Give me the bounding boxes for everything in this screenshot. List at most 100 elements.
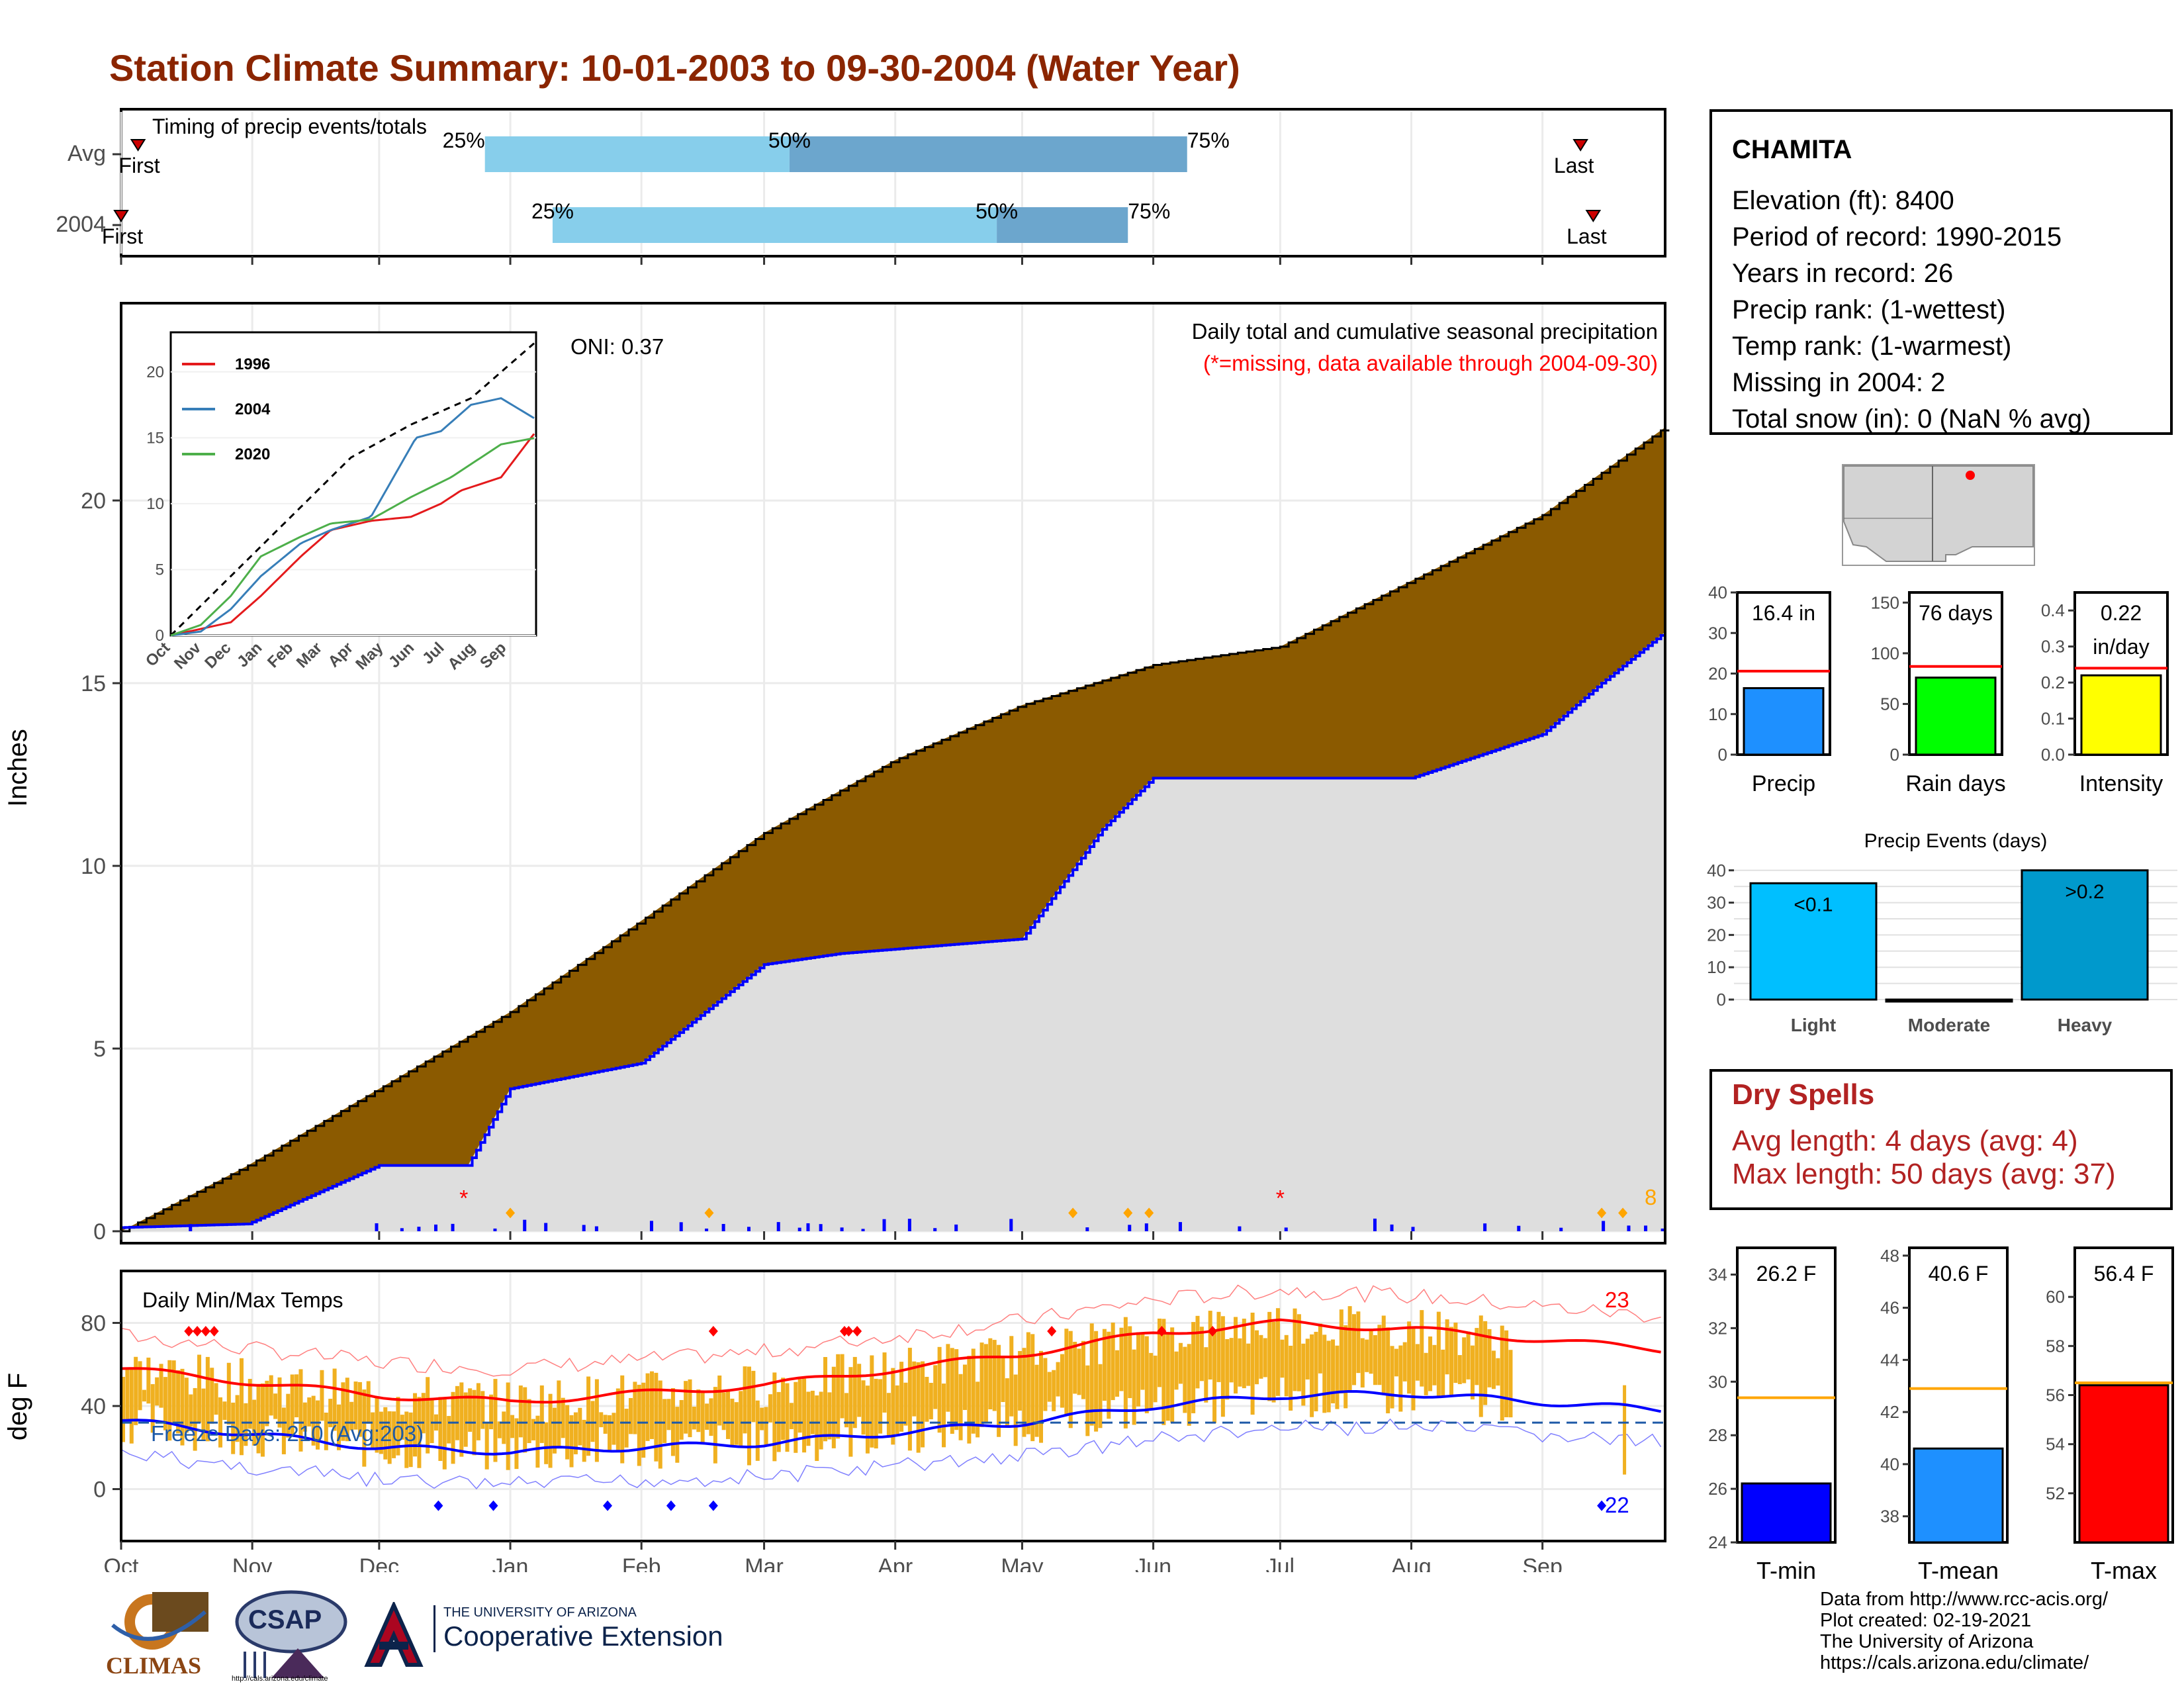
timing-bar-q50 bbox=[789, 136, 1187, 172]
mini-ytick-label: 10 bbox=[1708, 704, 1727, 724]
info-period: Period of record: 1990-2015 bbox=[1732, 222, 2062, 252]
daily-temp-bar bbox=[958, 1374, 963, 1440]
mini-ytick-label: 0.4 bbox=[2041, 600, 2065, 620]
daily-temp-bar bbox=[1149, 1352, 1154, 1411]
daily-temp-bar bbox=[1238, 1338, 1242, 1387]
daily-temp-bar bbox=[493, 1379, 498, 1462]
daily-temp-bar bbox=[502, 1411, 506, 1444]
daily-precip-bar bbox=[1128, 1225, 1132, 1231]
last-marker bbox=[1585, 210, 1602, 222]
daily-temp-bar bbox=[1470, 1345, 1475, 1400]
daily-temp-bar bbox=[218, 1397, 223, 1448]
tbar-ytick-label: 56 bbox=[2046, 1385, 2065, 1405]
daily-temp-bar bbox=[1289, 1345, 1293, 1411]
inset-frame bbox=[169, 331, 537, 637]
daily-temp-bar bbox=[836, 1354, 841, 1439]
daily-temp-bar bbox=[336, 1404, 341, 1450]
daily-temp-bar bbox=[1390, 1346, 1394, 1409]
locator-map bbox=[1842, 464, 2035, 566]
daily-temp-bar bbox=[713, 1387, 717, 1464]
daily-temp-bar bbox=[603, 1415, 608, 1434]
daily-temp-bar bbox=[983, 1344, 988, 1423]
snow-marker bbox=[704, 1207, 714, 1219]
daily-temp-bar bbox=[751, 1370, 756, 1423]
daily-precip-bar bbox=[806, 1223, 810, 1231]
daily-temp-bar bbox=[1504, 1330, 1509, 1417]
ua-coop-ext: THE UNIVERSITY OF ARIZONA Cooperative Ex… bbox=[433, 1605, 723, 1652]
daily-temp-bar bbox=[129, 1367, 134, 1444]
missing-note: (*=missing, data available through 2004-… bbox=[1203, 351, 1658, 375]
avg-max-line bbox=[120, 1318, 1661, 1404]
first-marker bbox=[130, 139, 146, 152]
daily-temp-bar bbox=[700, 1393, 705, 1443]
daily-temp-bar bbox=[1415, 1344, 1420, 1381]
info-snow: Total snow (in): 0 (NaN % avg) bbox=[1732, 404, 2091, 434]
daily-temp-bar bbox=[840, 1354, 844, 1419]
inset-ytick-label: 10 bbox=[146, 495, 164, 513]
month-label: Aug bbox=[1391, 1554, 1432, 1572]
daily-precip-bar bbox=[1627, 1225, 1631, 1231]
daily-temp-bar bbox=[544, 1422, 549, 1464]
daily-temp-bar bbox=[755, 1400, 760, 1461]
daily-temp-bar bbox=[1183, 1346, 1187, 1413]
daily-temp-bar bbox=[590, 1401, 595, 1442]
daily-temp-bar bbox=[942, 1383, 946, 1448]
daily-temp-bar bbox=[1212, 1330, 1217, 1423]
inset-ytick-label: 15 bbox=[146, 429, 164, 447]
daily-temp-bar bbox=[307, 1397, 312, 1427]
daily-temp-bar bbox=[1225, 1339, 1230, 1400]
daily-temp-bar bbox=[171, 1360, 176, 1423]
inset-ytick-label: 0 bbox=[156, 627, 164, 645]
daily-temp-bar bbox=[155, 1377, 159, 1406]
daily-precip-bar bbox=[582, 1225, 586, 1231]
daily-temp-bar bbox=[138, 1361, 142, 1411]
daily-temp-bar bbox=[916, 1362, 921, 1453]
daily-temp-bar bbox=[146, 1357, 151, 1404]
timing-pct-label: 25% bbox=[443, 128, 485, 152]
daily-temp-bar bbox=[1373, 1335, 1377, 1385]
daily-temp-bar bbox=[971, 1348, 976, 1434]
tbar-ytick-label: 30 bbox=[1708, 1372, 1727, 1391]
daily-temp-bar bbox=[827, 1392, 832, 1440]
snow-marker bbox=[1144, 1207, 1154, 1219]
mini-ytick-label: 0 bbox=[1890, 745, 1899, 765]
daily-temp-bar bbox=[311, 1395, 316, 1446]
info-temp-rank: Temp rank: (1-warmest) bbox=[1732, 332, 2012, 361]
record-high-marker bbox=[209, 1326, 219, 1337]
tbar-value bbox=[2078, 1384, 2169, 1544]
tbar-value-label: 26.2 F bbox=[1756, 1262, 1817, 1286]
daily-temp-bar bbox=[176, 1370, 181, 1434]
daily-temp-bar bbox=[925, 1376, 929, 1422]
daily-temp-bar bbox=[1466, 1331, 1471, 1380]
daily-temp-bar bbox=[675, 1407, 680, 1463]
daily-temp-bar bbox=[1174, 1351, 1179, 1390]
daily-temp-bar bbox=[273, 1393, 278, 1419]
daily-temp-bar bbox=[1081, 1340, 1085, 1399]
daily-temp-bar bbox=[1500, 1325, 1504, 1421]
tbar-ytick-label: 60 bbox=[2046, 1287, 2065, 1307]
daily-temp-bar bbox=[899, 1362, 904, 1432]
record-high-marker bbox=[184, 1326, 194, 1337]
month-label: Jan bbox=[492, 1554, 529, 1572]
daily-temp-bar bbox=[1453, 1323, 1458, 1383]
temp-ytick-label: 0 bbox=[93, 1477, 106, 1503]
daily-precip-bar bbox=[649, 1221, 653, 1231]
daily-temp-bar bbox=[649, 1371, 654, 1439]
daily-temp-bar bbox=[256, 1383, 261, 1454]
avg-min-line bbox=[120, 1389, 1662, 1456]
record-low-marker bbox=[433, 1500, 443, 1511]
page-title: Station Climate Summary: 10-01-2003 to 0… bbox=[109, 47, 1240, 89]
daily-temp-bar bbox=[734, 1402, 739, 1445]
inset-1996-line bbox=[170, 433, 535, 637]
daily-temp-bar bbox=[797, 1379, 802, 1433]
daily-precip-bar bbox=[1178, 1222, 1182, 1231]
daily-temp-bar bbox=[1052, 1370, 1056, 1411]
daily-temp-bar bbox=[1263, 1338, 1267, 1378]
daily-temp-bar bbox=[1441, 1349, 1445, 1397]
precip-ytick-label: 15 bbox=[81, 671, 106, 696]
last-marker bbox=[1572, 139, 1588, 152]
event-bar-label: <0.1 bbox=[1794, 894, 1833, 915]
missing-marker: * bbox=[1276, 1186, 1285, 1211]
daily-temp-bar bbox=[1085, 1365, 1090, 1436]
daily-temp-bar bbox=[539, 1385, 544, 1443]
